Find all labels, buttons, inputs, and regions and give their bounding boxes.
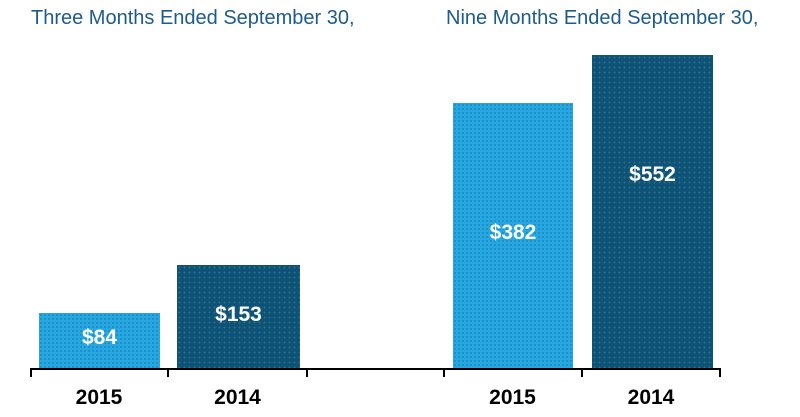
axis-tick xyxy=(581,368,583,377)
bar-value-label-2015-three-months: $84 xyxy=(81,326,118,349)
group-title-three-months: Three Months Ended September 30, xyxy=(31,7,355,29)
bar-2014-three-months: $153 xyxy=(177,265,300,368)
group-title-nine-months: Nine Months Ended September 30, xyxy=(446,7,759,29)
axis-tick xyxy=(167,368,169,377)
x-label-2015-nine-months: 2015 xyxy=(489,386,536,409)
x-label-2015-three-months: 2015 xyxy=(75,386,123,409)
bar-2014-nine-months: $552 xyxy=(592,55,713,368)
bar-2015-three-months: $84 xyxy=(39,313,160,368)
axis-tick xyxy=(30,368,32,377)
axis-tick xyxy=(443,368,445,377)
bar-2015-nine-months: $382 xyxy=(453,103,573,368)
axis-tick xyxy=(306,368,308,377)
bar-value-label-2014-three-months: $153 xyxy=(215,303,262,326)
x-label-2014-nine-months: 2014 xyxy=(627,386,675,409)
bar-value-label-2014-nine-months: $552 xyxy=(629,163,676,186)
bar-value-label-2015-nine-months: $382 xyxy=(489,221,537,244)
axis-tick xyxy=(719,368,721,377)
x-axis-line xyxy=(30,368,721,370)
x-label-2014-three-months: 2014 xyxy=(214,386,261,409)
